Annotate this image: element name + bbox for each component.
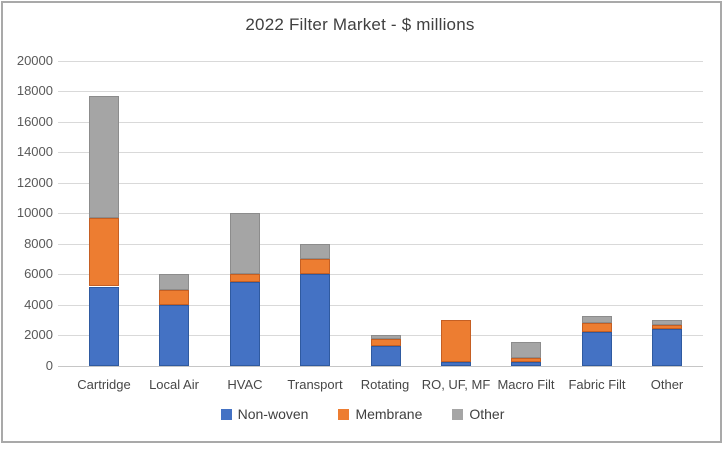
- y-tick-label: 6000: [24, 266, 53, 281]
- chart-title: 2022 Filter Market - $ millions: [245, 15, 475, 34]
- x-category-label: Rotating: [360, 377, 410, 392]
- gridline: [58, 274, 703, 275]
- y-tick-label: 18000: [16, 83, 53, 98]
- bar-segment-membrane: [511, 358, 541, 363]
- bar-segment-non-woven: [89, 286, 119, 366]
- gridline: [58, 91, 703, 92]
- chart-frame: [1, 1, 722, 443]
- bar-segment-other: [159, 274, 189, 290]
- legend-swatch: [220, 408, 232, 420]
- bar-segment-membrane: [300, 259, 330, 275]
- gridline: [58, 213, 703, 214]
- bar-segment-other: [511, 341, 541, 359]
- legend-swatch: [338, 408, 350, 420]
- bar-segment-non-woven: [441, 362, 471, 366]
- legend-label: Non-woven: [237, 406, 309, 422]
- gridline: [58, 244, 703, 245]
- x-category-label: Other: [650, 377, 684, 392]
- y-tick-label: 16000: [16, 114, 53, 129]
- gridline: [58, 61, 703, 62]
- bar-segment-membrane: [230, 274, 260, 282]
- bar-segment-non-woven: [511, 362, 541, 366]
- bar-segment-other: [300, 243, 330, 260]
- x-category-label: HVAC: [227, 377, 263, 392]
- legend-label: Other: [469, 406, 505, 422]
- bar-segment-non-woven: [230, 282, 260, 366]
- bar-segment-non-woven: [159, 304, 189, 366]
- y-tick-label: 8000: [24, 236, 53, 251]
- bar-segment-other: [89, 95, 119, 218]
- legend-item: Other: [452, 406, 504, 422]
- gridline: [58, 152, 703, 153]
- bar-segment-non-woven: [300, 274, 330, 366]
- x-category-label: Fabric Filt: [568, 377, 626, 392]
- gridline: [58, 305, 703, 306]
- y-tick-label: 12000: [16, 175, 53, 190]
- bar-segment-membrane: [652, 324, 682, 330]
- bar-segment-other: [652, 320, 682, 325]
- x-category-label: Cartridge: [77, 377, 131, 392]
- bar-segment-non-woven: [652, 329, 682, 366]
- legend: Non-woven Membrane Other: [0, 406, 725, 422]
- gridline: [58, 183, 703, 184]
- bar-segment-membrane: [371, 339, 401, 347]
- x-category-label: RO, UF, MF: [421, 377, 491, 392]
- y-tick-label: 10000: [16, 205, 53, 220]
- legend-item: Membrane: [338, 406, 422, 422]
- bar-segment-membrane: [89, 217, 119, 287]
- y-tick-label: 14000: [16, 144, 53, 159]
- x-category-label: Macro Filt: [497, 377, 555, 392]
- y-tick-label: 20000: [16, 53, 53, 68]
- x-axis-line: [58, 366, 703, 367]
- bar-segment-other: [371, 335, 401, 340]
- bar-segment-other: [582, 315, 612, 324]
- bar-segment-non-woven: [582, 332, 612, 366]
- legend-label: Membrane: [355, 406, 423, 422]
- bar-segment-membrane: [159, 289, 189, 305]
- legend-item: Non-woven: [220, 406, 309, 422]
- x-category-label: Transport: [287, 377, 343, 392]
- bar-segment-other: [230, 213, 260, 275]
- bar-segment-membrane: [582, 323, 612, 333]
- legend-swatch: [452, 408, 464, 420]
- bar-segment-non-woven: [371, 346, 401, 366]
- y-tick-label: 0: [45, 358, 53, 373]
- bar-segment-membrane: [441, 320, 471, 363]
- y-tick-label: 2000: [24, 327, 53, 342]
- y-tick-label: 4000: [24, 297, 53, 312]
- gridline: [58, 122, 703, 123]
- x-category-label: Local Air: [149, 377, 199, 392]
